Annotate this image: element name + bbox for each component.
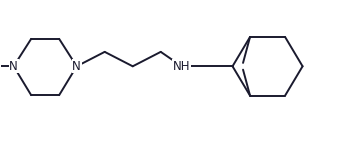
Text: N: N: [9, 60, 18, 73]
Text: N: N: [72, 60, 81, 73]
Text: NH: NH: [173, 60, 191, 73]
